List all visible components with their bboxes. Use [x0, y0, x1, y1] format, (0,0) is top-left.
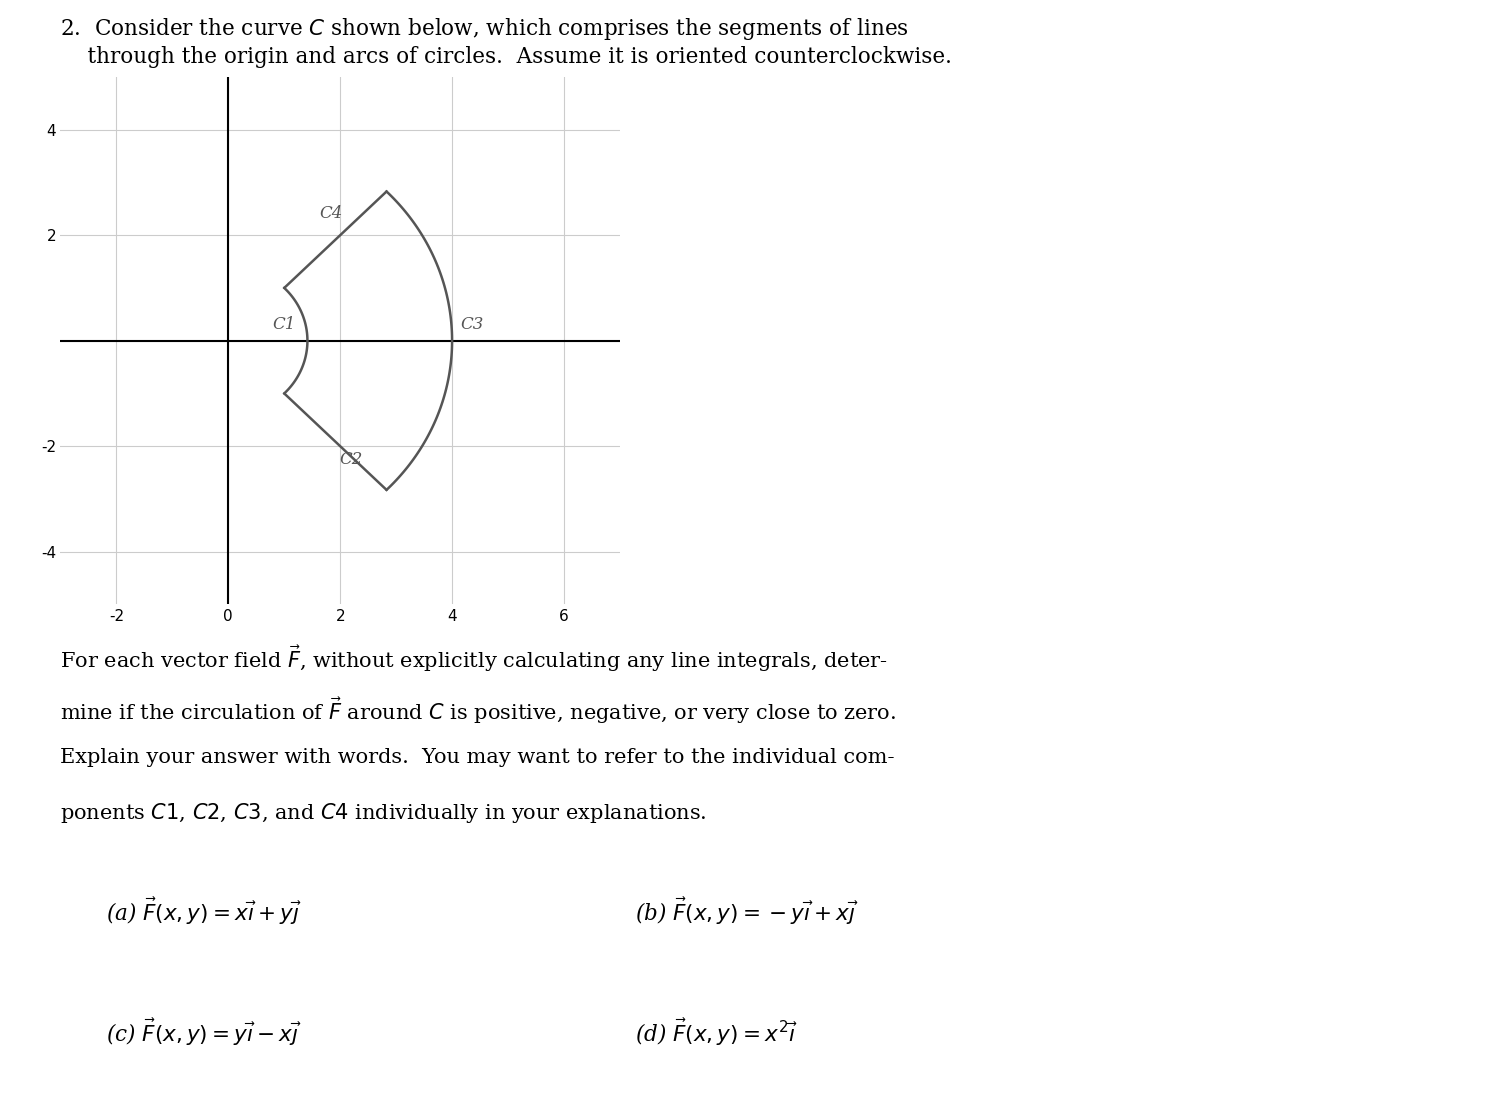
Text: through the origin and arcs of circles.  Assume it is oriented counterclockwise.: through the origin and arcs of circles. … — [60, 46, 953, 68]
Text: (d) $\vec{F}(x, y) = x^2\vec{\imath}$: (d) $\vec{F}(x, y) = x^2\vec{\imath}$ — [635, 1017, 798, 1047]
Text: (c) $\vec{F}(x, y) = y\vec{\imath} - x\vec{\jmath}$: (c) $\vec{F}(x, y) = y\vec{\imath} - x\v… — [106, 1017, 301, 1047]
Text: C1: C1 — [272, 315, 295, 333]
Text: For each vector field $\vec{F}$, without explicitly calculating any line integra: For each vector field $\vec{F}$, without… — [60, 643, 889, 674]
Text: 2.  Consider the curve $C$ shown below, which comprises the segments of lines: 2. Consider the curve $C$ shown below, w… — [60, 16, 909, 43]
Text: (b) $\vec{F}(x, y) = -y\vec{\imath} + x\vec{\jmath}$: (b) $\vec{F}(x, y) = -y\vec{\imath} + x\… — [635, 896, 859, 926]
Text: Explain your answer with words.  You may want to refer to the individual com-: Explain your answer with words. You may … — [60, 748, 895, 767]
Text: mine if the circulation of $\vec{F}$ around $C$ is positive, negative, or very c: mine if the circulation of $\vec{F}$ aro… — [60, 696, 897, 726]
Text: C4: C4 — [319, 206, 343, 222]
Text: C2: C2 — [340, 452, 363, 468]
Text: C3: C3 — [461, 315, 484, 333]
Text: ponents $C1$, $C2$, $C3$, and $C4$ individually in your explanations.: ponents $C1$, $C2$, $C3$, and $C4$ indiv… — [60, 801, 708, 825]
Text: (a) $\vec{F}(x, y) = x\vec{\imath} + y\vec{\jmath}$: (a) $\vec{F}(x, y) = x\vec{\imath} + y\v… — [106, 896, 302, 926]
